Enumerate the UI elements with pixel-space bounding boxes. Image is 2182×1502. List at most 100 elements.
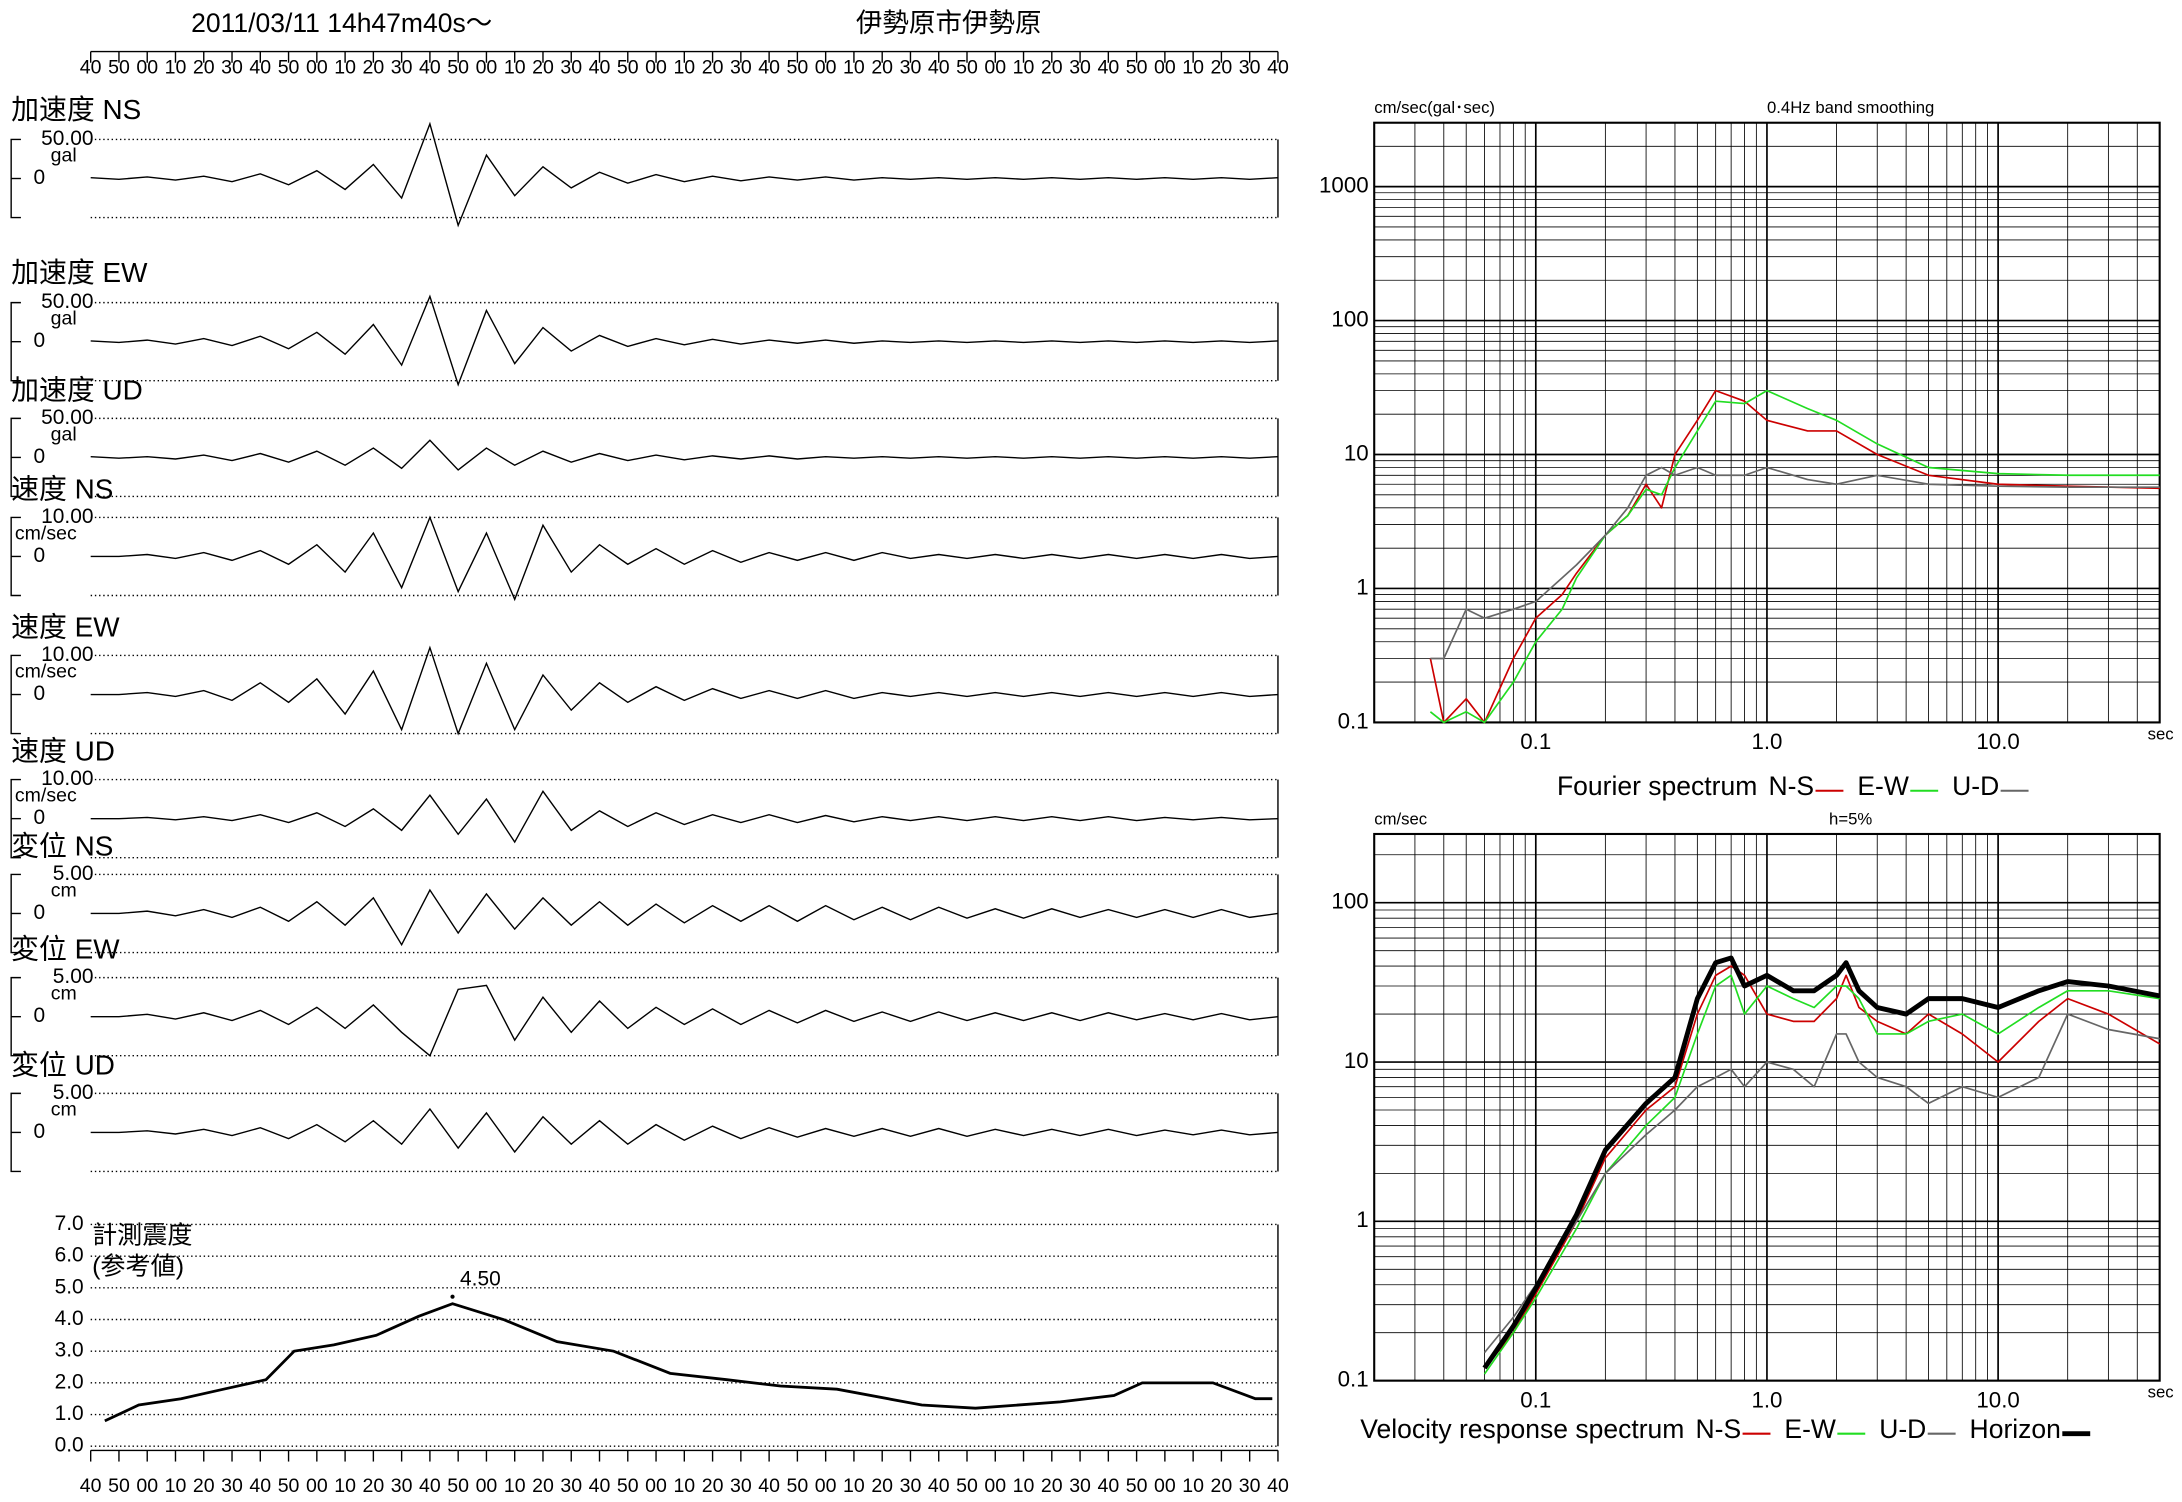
time-tick-label: 40 — [249, 56, 271, 78]
intensity-sublabel: (参考値) — [92, 1252, 184, 1280]
waveform — [90, 1107, 1279, 1154]
trace-name: 加速度 EW — [11, 257, 148, 288]
time-tick-label: 50 — [278, 1475, 300, 1497]
time-tick-label: 40 — [1267, 1475, 1289, 1497]
x-axis-label: sec — [2148, 724, 2174, 743]
time-tick-label: 30 — [391, 1475, 413, 1497]
spectrum-line — [1429, 389, 2160, 724]
time-tick-label: 50 — [447, 56, 469, 78]
unit-label: cm — [51, 983, 77, 1005]
time-tick-label: 00 — [476, 1475, 498, 1497]
plot-frame — [1373, 121, 2161, 724]
chart-title: h=5% — [1829, 809, 1872, 828]
time-tick-label: 10 — [1182, 56, 1204, 78]
time-tick-label: 10 — [673, 1475, 695, 1497]
time-tick-label: 00 — [815, 56, 837, 78]
time-tick-label: 40 — [1097, 1475, 1119, 1497]
unit-label: gal — [51, 423, 77, 445]
peak-marker — [450, 1294, 455, 1299]
x-tick-label: 10.0 — [1976, 1387, 2019, 1412]
legend-label: U-D — [1879, 1414, 1926, 1444]
legend-title: Fourier spectrum — [1557, 771, 1757, 801]
spectrum-line — [1483, 965, 2161, 1369]
y-tick-label: 100 — [1331, 306, 1368, 331]
time-tick-label: 30 — [1239, 1475, 1261, 1497]
zero-label: 0 — [33, 166, 45, 189]
time-tick-label: 20 — [363, 56, 385, 78]
intensity-trace — [104, 1302, 1273, 1423]
time-tick-label: 50 — [278, 56, 300, 78]
legend-label: E-W — [1857, 771, 1909, 801]
time-tick-label: 20 — [871, 56, 893, 78]
zero-label: 0 — [33, 901, 45, 924]
zero-label: 0 — [33, 1120, 45, 1143]
legend-label: E-W — [1784, 1414, 1836, 1444]
time-tick-label: 00 — [645, 1475, 667, 1497]
x-tick-label: 10.0 — [1976, 729, 2019, 754]
time-tick-label: 20 — [363, 1475, 385, 1497]
trace-name: 変位 NS — [11, 830, 113, 861]
peak-label: 4.50 — [460, 1267, 501, 1290]
y-tick-label: 2.0 — [55, 1370, 84, 1393]
max-label: 50.00 — [41, 406, 93, 429]
time-tick-label: 50 — [447, 1475, 469, 1497]
time-tick-label: 00 — [136, 1475, 158, 1497]
y-tick-label: 0.1 — [1338, 708, 1369, 733]
time-tick-label: 40 — [589, 1475, 611, 1497]
unit-label: cm/sec — [15, 660, 77, 682]
zero-label: 0 — [33, 445, 45, 468]
time-tick-label: 50 — [787, 56, 809, 78]
time-tick-label: 20 — [193, 1475, 215, 1497]
unit-label: cm/sec — [15, 784, 77, 806]
time-tick-label: 20 — [1211, 56, 1233, 78]
time-tick-label: 40 — [419, 56, 441, 78]
time-tick-label: 00 — [1154, 56, 1176, 78]
waveform — [90, 984, 1279, 1057]
zero-label: 0 — [33, 329, 45, 352]
y-tick-label: 1.0 — [55, 1402, 84, 1425]
time-tick-label: 40 — [928, 56, 950, 78]
waveform — [90, 439, 1278, 471]
time-tick-label: 30 — [1069, 1475, 1091, 1497]
waveform — [90, 121, 1278, 228]
trace-name: 変位 EW — [11, 934, 120, 965]
time-tick-label: 50 — [108, 56, 130, 78]
trace-name: 加速度 NS — [11, 94, 141, 125]
time-tick-label: 10 — [165, 1475, 187, 1497]
waveform — [90, 790, 1278, 844]
x-tick-label: 1.0 — [1751, 1387, 1782, 1412]
time-tick-label: 40 — [1267, 56, 1289, 78]
time-tick-label: 50 — [617, 1475, 639, 1497]
y-tick-label: 10 — [1344, 440, 1369, 465]
time-tick-label: 40 — [758, 1475, 780, 1497]
time-tick-label: 10 — [334, 56, 356, 78]
trace-name: 速度 NS — [11, 473, 113, 504]
legend-label: N-S — [1696, 1414, 1742, 1444]
time-tick-label: 20 — [702, 56, 724, 78]
trace-name: 変位 UD — [11, 1049, 115, 1080]
time-tick-label: 20 — [532, 1475, 554, 1497]
unit-label: gal — [51, 308, 77, 330]
time-tick-label: 30 — [221, 1475, 243, 1497]
time-tick-label: 10 — [673, 56, 695, 78]
waveform — [90, 888, 1279, 947]
time-tick-label: 00 — [984, 1475, 1006, 1497]
y-tick-label: 3.0 — [55, 1339, 84, 1362]
time-tick-label: 30 — [1069, 56, 1091, 78]
time-tick-label: 00 — [136, 56, 158, 78]
time-tick-label: 50 — [108, 1475, 130, 1497]
time-tick-label: 40 — [80, 1475, 102, 1497]
time-tick-label: 30 — [900, 56, 922, 78]
spectrum-line — [1430, 466, 2160, 660]
unit-label: cm — [51, 879, 77, 901]
time-tick-label: 50 — [787, 1475, 809, 1497]
zero-label: 0 — [33, 682, 45, 705]
time-tick-label: 20 — [1211, 1475, 1233, 1497]
time-tick-label: 40 — [758, 56, 780, 78]
zero-label: 0 — [33, 544, 45, 567]
waveform — [90, 294, 1278, 387]
time-tick-label: 20 — [532, 56, 554, 78]
trace-name: 速度 EW — [11, 611, 120, 642]
time-tick-label: 10 — [334, 1475, 356, 1497]
